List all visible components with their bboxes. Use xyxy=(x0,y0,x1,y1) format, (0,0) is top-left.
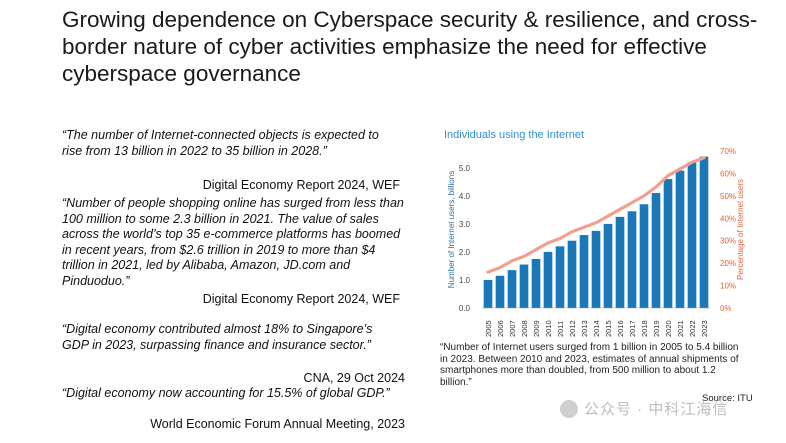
y2-tick-label: 0% xyxy=(720,304,732,313)
series-line-percentage xyxy=(486,156,706,274)
y2-tick-label: 30% xyxy=(720,237,736,246)
bar xyxy=(507,270,517,308)
x-tick-label: 2018 xyxy=(640,320,649,337)
watermark-text: 公众号 · 中科江海信 xyxy=(584,401,729,418)
bar xyxy=(519,264,529,308)
y-tick-label: 3.0 xyxy=(459,220,471,229)
x-tick-label: 2011 xyxy=(556,321,565,337)
bar xyxy=(567,240,577,308)
bar xyxy=(555,246,565,308)
bar xyxy=(651,193,661,308)
x-tick-label: 2023 xyxy=(700,320,709,337)
quote-1: “The number of Internet-connected object… xyxy=(62,128,379,158)
x-tick-label: 2017 xyxy=(628,320,637,337)
x-tick-label: 2019 xyxy=(652,320,661,337)
bar xyxy=(603,223,613,308)
bar xyxy=(591,230,601,308)
bar xyxy=(495,275,505,308)
bar xyxy=(579,235,589,308)
page-title: Growing dependence on Cyberspace securit… xyxy=(62,7,758,86)
y-tick-label: 4.0 xyxy=(459,192,471,201)
quote-3-source: CNA, 29 Oct 2024 xyxy=(303,371,405,385)
x-tick-label: 2009 xyxy=(532,320,541,337)
y2-tick-label: 40% xyxy=(720,214,736,223)
quote-3: “Digital economy contributed almost 18% … xyxy=(62,322,373,352)
x-tick-label: 2006 xyxy=(496,320,505,337)
y-axis-label: Number of Internet users, billions xyxy=(447,171,456,288)
x-tick-label: 2013 xyxy=(580,320,589,337)
y2-tick-label: 60% xyxy=(720,169,736,178)
x-tick-label: 2005 xyxy=(484,320,493,337)
watermark: 公众号 · 中科江海信 xyxy=(560,398,728,419)
y-tick-label: 2.0 xyxy=(459,248,471,257)
y2-tick-label: 70% xyxy=(720,147,736,156)
wechat-icon xyxy=(560,399,578,418)
bar xyxy=(687,162,697,308)
x-tick-label: 2007 xyxy=(508,320,517,337)
chart-title: Individuals using the Internet xyxy=(444,129,585,141)
x-tick-label: 2020 xyxy=(664,320,673,337)
bar xyxy=(627,211,637,308)
bar xyxy=(531,258,541,308)
quote-4-source: World Economic Forum Annual Meeting, 202… xyxy=(150,417,405,431)
bar xyxy=(483,279,493,308)
y2-axis-label: Percentage of Internet users xyxy=(736,179,745,280)
y2-tick-label: 10% xyxy=(720,282,736,291)
x-tick-label: 2021 xyxy=(676,320,685,337)
x-tick-label: 2014 xyxy=(592,320,601,337)
quote-2: “Number of people shopping online has su… xyxy=(62,196,404,288)
x-tick-label: 2015 xyxy=(604,320,613,337)
bar xyxy=(543,251,553,308)
x-tick-label: 2012 xyxy=(568,320,577,337)
bar xyxy=(675,170,685,308)
y2-tick-label: 20% xyxy=(720,259,736,268)
quote-4: “Digital economy now accounting for 15.5… xyxy=(62,386,390,400)
x-tick-label: 2008 xyxy=(520,320,529,337)
x-tick-label: 2010 xyxy=(544,320,553,337)
chart-caption: “Number of Internet users surged from 1 … xyxy=(440,342,739,388)
bar xyxy=(639,204,649,308)
chart-source: Source: ITU xyxy=(702,393,753,404)
x-tick-label: 2022 xyxy=(688,320,697,337)
quote-2-source: Digital Economy Report 2024, WEF xyxy=(202,292,400,306)
bar xyxy=(615,216,625,308)
bar xyxy=(663,179,673,308)
y-tick-label: 1.0 xyxy=(459,276,471,285)
y-tick-label: 0.0 xyxy=(459,304,471,313)
internet-users-chart: 0.0 1.0 2.0 3.0 4.0 5.0 0% 10% 20% 30% 40% 50% 60% 70… xyxy=(447,147,745,337)
quote-1-source: Digital Economy Report 2024, WEF xyxy=(202,178,400,192)
y-tick-label: 5.0 xyxy=(459,164,471,173)
x-tick-label: 2016 xyxy=(616,320,625,337)
bar xyxy=(699,156,709,308)
y2-tick-label: 50% xyxy=(720,192,736,201)
